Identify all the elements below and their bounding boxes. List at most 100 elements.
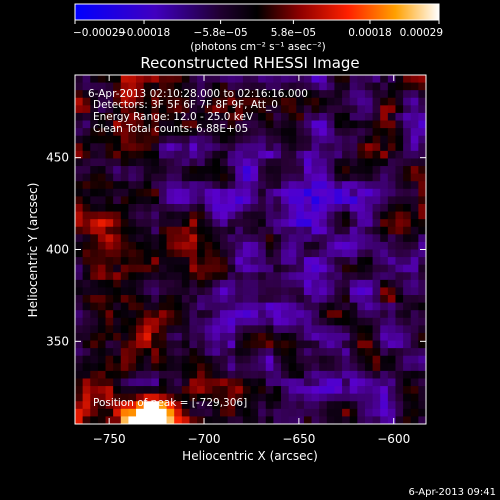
heatmap-cell [97, 340, 106, 349]
heatmap-cell [303, 257, 312, 266]
heatmap-cell [212, 332, 221, 341]
heatmap-cell [219, 393, 229, 402]
heatmap-cell [197, 75, 206, 83]
heatmap-cell [204, 241, 213, 250]
heatmap-cell [219, 325, 229, 334]
heatmap-cell [158, 203, 167, 212]
heatmap-cell [189, 166, 198, 175]
heatmap-cell [136, 150, 145, 159]
heatmap-cell [120, 408, 129, 417]
heatmap-cell [380, 105, 389, 114]
heatmap-cell [357, 234, 366, 243]
heatmap-cell [219, 75, 229, 83]
heatmap-cell [288, 317, 297, 326]
heatmap-cell [242, 120, 251, 129]
heatmap-cell [136, 355, 145, 364]
heatmap-cell [242, 203, 251, 212]
heatmap-cell [303, 219, 312, 228]
heatmap-cell [166, 257, 175, 266]
heatmap-cell [113, 408, 122, 417]
annotation-text: Position of peak = [-729,306] [93, 397, 247, 409]
heatmap-cell [235, 363, 244, 372]
heatmap-cell [97, 332, 106, 341]
heatmap-cell [403, 196, 412, 205]
heatmap-cell [418, 75, 427, 83]
heatmap-cell [319, 370, 328, 379]
heatmap-cell [288, 143, 297, 152]
heatmap-cell [418, 166, 427, 175]
heatmap-cell [136, 82, 145, 91]
heatmap-cell [197, 393, 206, 402]
heatmap-cell [265, 166, 274, 175]
heatmap-cell [395, 355, 404, 364]
heatmap-cell [242, 188, 251, 197]
heatmap-cell [380, 173, 389, 182]
heatmap-cell [82, 181, 91, 190]
heatmap-cell [181, 97, 190, 106]
heatmap-cell [311, 363, 320, 372]
heatmap-cell [166, 249, 175, 258]
heatmap-cell [387, 112, 396, 121]
heatmap-cell [258, 82, 267, 91]
heatmap-cell [326, 166, 335, 175]
heatmap-cell [197, 196, 206, 205]
heatmap-cell [349, 211, 358, 220]
heatmap-cell [197, 272, 206, 281]
heatmap-cell [288, 325, 297, 334]
heatmap-cell [265, 257, 274, 266]
heatmap-cell [189, 211, 198, 220]
heatmap-cell [151, 75, 160, 83]
heatmap-cell [219, 416, 229, 425]
heatmap-cell [219, 226, 229, 235]
heatmap-cell [342, 363, 351, 372]
heatmap-cell [90, 302, 99, 311]
heatmap-cell [303, 90, 312, 99]
heatmap-cell [410, 97, 419, 106]
heatmap-cell [219, 348, 229, 357]
heatmap-cell [326, 257, 335, 266]
heatmap-cell [418, 408, 427, 417]
heatmap-cell [372, 158, 381, 167]
heatmap-cell [158, 370, 167, 379]
heatmap-cell [97, 105, 106, 114]
heatmap-cell [197, 188, 206, 197]
heatmap-cell [90, 75, 99, 83]
heatmap-cell [380, 378, 389, 387]
heatmap-cell [189, 203, 198, 212]
heatmap-cell [128, 143, 137, 152]
heatmap-cell [113, 97, 122, 106]
heatmap-cell [326, 340, 335, 349]
heatmap-cell [242, 279, 251, 288]
heatmap-cell [75, 408, 84, 417]
heatmap-cell [212, 317, 221, 326]
heatmap-cell [136, 166, 145, 175]
heatmap-cell [242, 393, 251, 402]
heatmap-cell [281, 249, 290, 258]
heatmap-cell [120, 302, 129, 311]
heatmap-cell [334, 264, 343, 273]
heatmap-cell [410, 135, 419, 144]
heatmap-cell [372, 143, 381, 152]
heatmap-cell [151, 355, 160, 364]
heatmap-cell [258, 363, 267, 372]
heatmap-cell [189, 82, 198, 91]
heatmap-cell [151, 105, 160, 114]
heatmap-cell [82, 150, 91, 159]
heatmap-cell [311, 158, 320, 167]
heatmap-cell [197, 363, 206, 372]
heatmap-cell [395, 97, 404, 106]
heatmap-cell [158, 128, 167, 137]
heatmap-cell [75, 325, 84, 334]
heatmap-cell [181, 128, 190, 137]
heatmap-cell [212, 408, 221, 417]
heatmap-cell [120, 219, 129, 228]
heatmap-cell [418, 196, 427, 205]
heatmap-cell [395, 128, 404, 137]
heatmap-cell [288, 211, 297, 220]
heatmap-cell [151, 332, 160, 341]
heatmap-cell [258, 112, 267, 121]
heatmap-cell [235, 143, 244, 152]
heatmap-cell [128, 135, 137, 144]
heatmap-cell [113, 82, 122, 91]
heatmap-cell [82, 105, 91, 114]
